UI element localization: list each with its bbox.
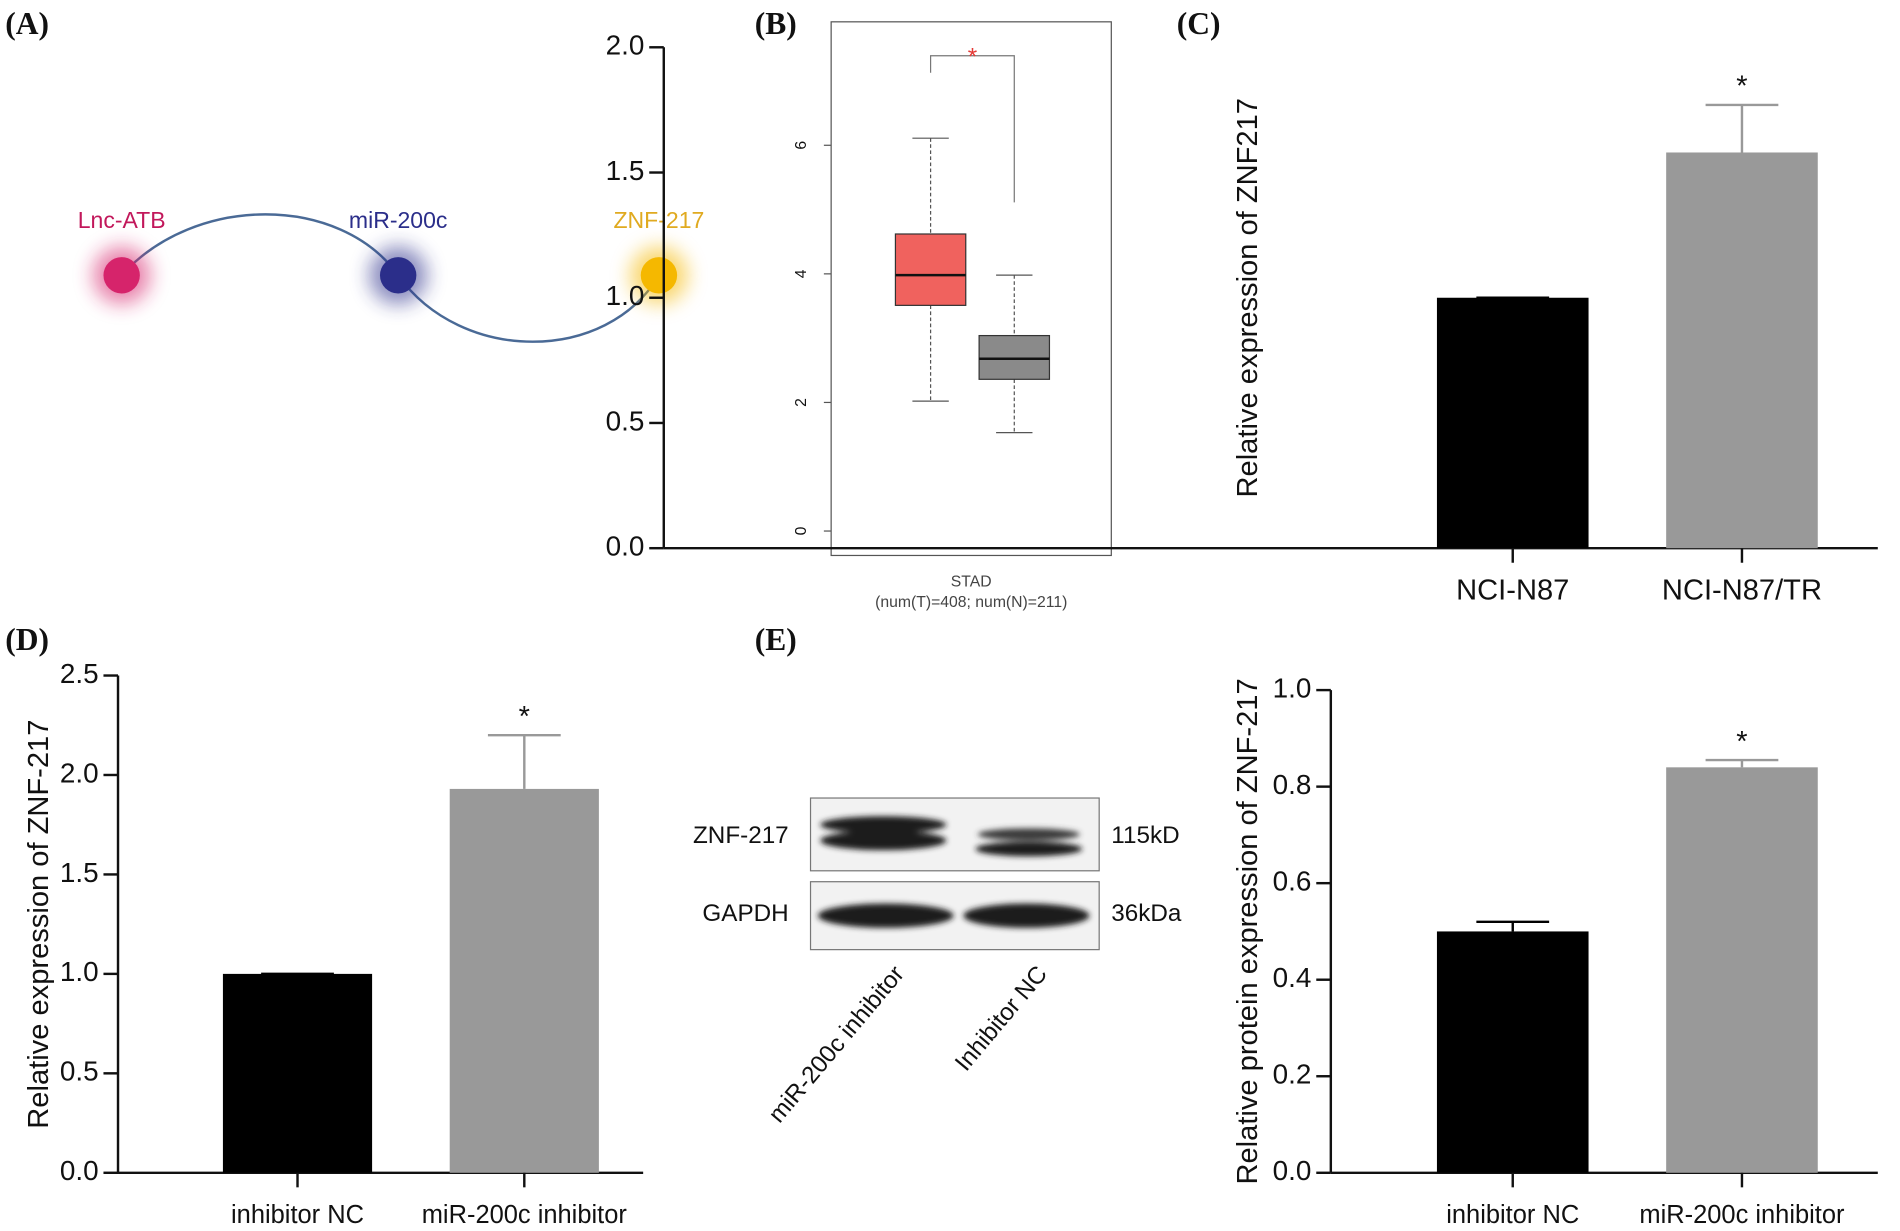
blot-lane-label: Inhibitor NC <box>950 961 1053 1076</box>
significance-star: * <box>519 701 530 733</box>
bar <box>449 788 599 1173</box>
plot-frame <box>830 21 1112 557</box>
y-tick-label: 0 <box>793 526 810 535</box>
y-axis-label: Relative protein expression of ZNF-217 <box>1232 678 1264 1184</box>
significance-star: * <box>968 44 978 71</box>
y-tick-label: 4 <box>793 269 810 278</box>
bar <box>1436 931 1589 1173</box>
significance-star: * <box>1736 71 1747 103</box>
blot-row-label: ZNF-217 <box>693 822 789 849</box>
box <box>978 334 1051 380</box>
y-tick-label: 0.6 <box>1273 866 1312 897</box>
y-tick-label: 0.5 <box>60 1056 99 1087</box>
node <box>379 257 417 294</box>
box <box>894 233 967 306</box>
x-axis-label: (num(T)=408; num(N)=211) <box>875 594 1067 611</box>
node <box>640 257 678 294</box>
x-tick-label: inhibitor NC <box>1446 1201 1579 1229</box>
blot-size-label: 36kDa <box>1111 900 1182 927</box>
x-axis-label: STAD <box>951 573 992 590</box>
y-tick-label: 1.0 <box>1273 672 1312 703</box>
y-tick-label: 1.5 <box>60 857 99 888</box>
y-axis-label: Relative expression of ZNF-217 <box>23 720 55 1129</box>
blot-bands <box>817 816 1090 928</box>
y-axis-label: Relative expression of ZNF217 <box>1232 98 1264 497</box>
x-tick-label: inhibitor NC <box>231 1201 364 1229</box>
y-tick-label: 6 <box>793 141 810 150</box>
x-tick-label: miR-200c inhibitor <box>1639 1201 1845 1229</box>
bar <box>1436 297 1589 549</box>
panel-label: (B) <box>755 6 797 41</box>
y-tick-label: 0.0 <box>1273 1155 1312 1186</box>
node-label: miR-200c <box>349 207 448 233</box>
y-tick-label: 1.0 <box>606 280 645 311</box>
y-tick-label: 0.0 <box>60 1155 99 1186</box>
node-label: ZNF-217 <box>613 207 704 233</box>
panel-label: (D) <box>5 622 49 657</box>
y-tick-label: 2.0 <box>60 757 99 788</box>
diagram: Lnc-ATB miR-200c ZNF-217 <box>78 207 704 305</box>
y-tick-label: 2.0 <box>606 30 645 61</box>
significance-star: * <box>1736 726 1747 758</box>
panel-label: (C) <box>1177 6 1221 41</box>
x-tick-label: NCI-N87 <box>1456 575 1569 607</box>
x-tick-label: miR-200c inhibitor <box>422 1201 628 1229</box>
node <box>103 257 140 294</box>
bar <box>1666 152 1818 549</box>
x-tick-label: NCI-N87/TR <box>1662 575 1822 607</box>
y-tick-label: 1.5 <box>606 155 645 186</box>
y-tick-label: 0.8 <box>1273 769 1312 800</box>
blot-lane-label: miR-200c inhibitor <box>763 961 909 1128</box>
panel-label: (E) <box>755 622 797 657</box>
y-tick-label: 0.4 <box>1273 962 1312 993</box>
node-label: Lnc-ATB <box>78 207 166 233</box>
blot-row-label: GAPDH <box>702 900 788 927</box>
bar <box>222 973 373 1173</box>
blot-size-label: 115kD <box>1111 822 1179 849</box>
y-tick-label: 2.5 <box>60 658 99 689</box>
y-tick-label: 0.5 <box>606 405 645 436</box>
bar <box>1666 767 1818 1173</box>
y-tick-label: 0.2 <box>1273 1059 1312 1090</box>
panel-label: (A) <box>5 6 49 41</box>
y-tick-label: 1.0 <box>60 956 99 987</box>
y-tick-label: 2 <box>793 398 810 407</box>
significance-bracket <box>929 55 1015 203</box>
y-tick-label: 0.0 <box>606 531 645 562</box>
